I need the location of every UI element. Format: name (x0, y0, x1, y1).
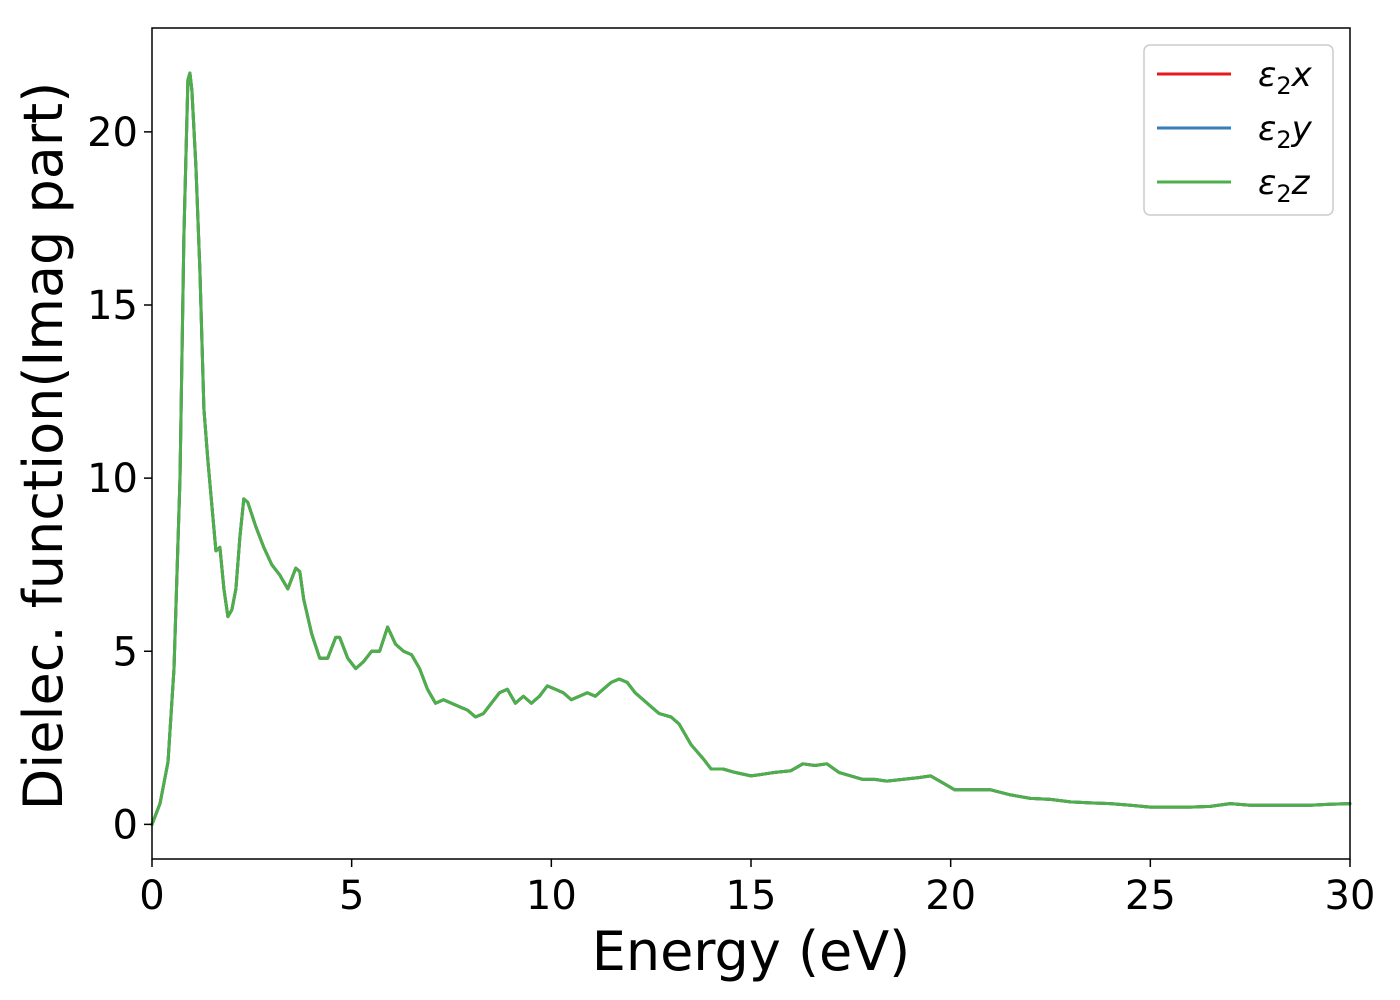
legend: ε2x ε2y ε2z (1143, 44, 1334, 216)
x-tick-label: 20 (925, 873, 976, 919)
legend-label-z: ε2z (1258, 163, 1311, 208)
x-tick-label: 15 (726, 873, 777, 919)
y-axis-label: Dielec. function(Imag part) (12, 82, 75, 811)
series-layer (150, 71, 1352, 826)
y-axis-ticks: 0 5 10 15 20 (87, 110, 152, 848)
series-line-z (150, 71, 1352, 826)
y-tick-label: 0 (113, 802, 138, 848)
legend-box (1143, 44, 1334, 216)
x-tick-label: 25 (1125, 873, 1176, 919)
legend-label-y: ε2y (1258, 109, 1313, 154)
x-tick-label: 30 (1325, 873, 1376, 919)
y-tick-label: 5 (113, 629, 138, 675)
x-tick-label: 10 (526, 873, 577, 919)
y-tick-label: 15 (87, 283, 138, 329)
legend-label-x: ε2x (1258, 55, 1313, 100)
x-axis-label: Energy (eV) (592, 920, 911, 983)
y-tick-label: 20 (87, 110, 138, 156)
x-axis-ticks: 0 5 10 15 20 25 30 (139, 859, 1375, 919)
x-tick-label: 5 (339, 873, 364, 919)
x-tick-label: 0 (139, 873, 164, 919)
y-tick-label: 10 (87, 456, 138, 502)
